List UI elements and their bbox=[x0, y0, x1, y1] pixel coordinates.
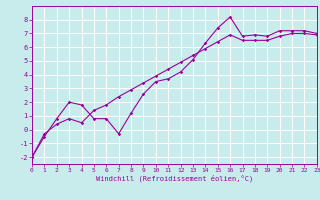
X-axis label: Windchill (Refroidissement éolien,°C): Windchill (Refroidissement éolien,°C) bbox=[96, 175, 253, 182]
